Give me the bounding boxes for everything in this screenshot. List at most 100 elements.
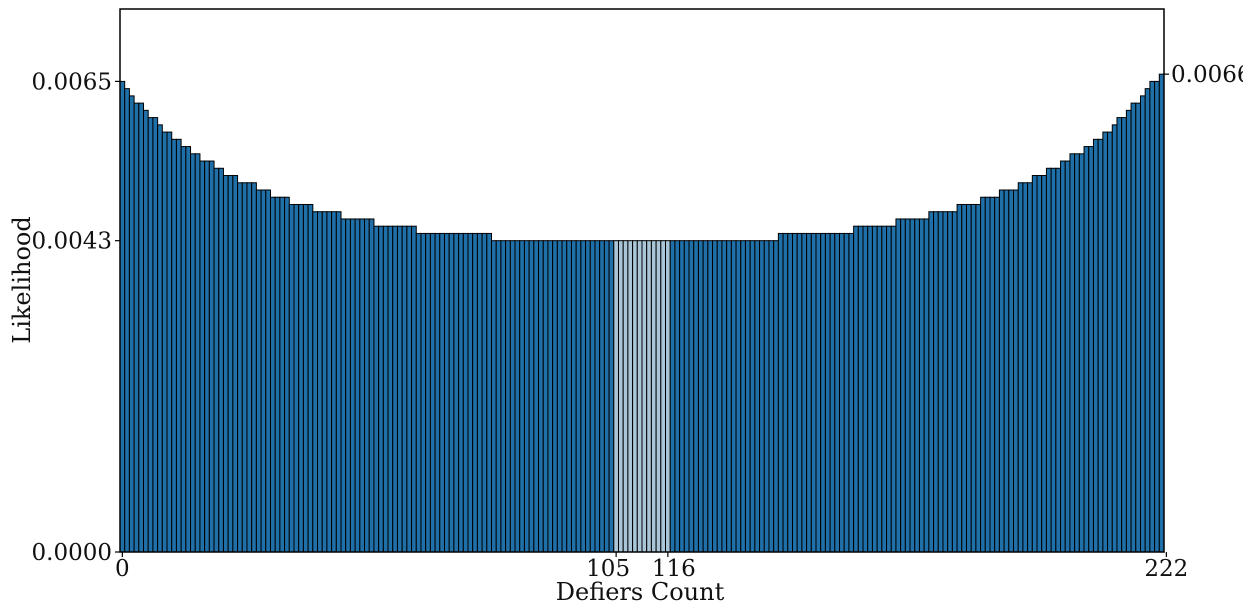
bar-84 [514, 240, 521, 553]
bar-157 [857, 225, 864, 553]
bar-60 [401, 225, 408, 553]
bar-88 [533, 240, 540, 553]
x-tick-label-0: 0 [115, 556, 130, 582]
bar-150 [824, 232, 831, 553]
bar-188 [1003, 189, 1010, 553]
bar-20 [213, 167, 220, 553]
bar-171 [923, 218, 930, 553]
bar-26 [241, 182, 248, 553]
bar-140 [777, 232, 784, 553]
bar-219 [1149, 80, 1156, 553]
bar-143 [791, 232, 798, 553]
bar-8 [157, 124, 163, 553]
bar-179 [961, 203, 967, 553]
bar-112 [646, 240, 652, 553]
bar-192 [1022, 182, 1029, 553]
bar-201 [1064, 160, 1071, 553]
x-axis-label: Defiers Count [556, 578, 725, 604]
bar-16 [194, 153, 201, 553]
bar-13 [180, 146, 187, 553]
bar-111 [641, 240, 648, 553]
bar-199 [1055, 167, 1062, 553]
bar-77 [481, 232, 488, 553]
bar-104 [608, 240, 615, 553]
bar-38 [298, 203, 304, 553]
bar-129 [726, 240, 732, 553]
bar-120 [683, 240, 690, 553]
bar-86 [523, 240, 530, 553]
bar-4 [138, 102, 145, 553]
bar-193 [1027, 182, 1033, 553]
bar-204 [1078, 153, 1085, 553]
bar-43 [321, 211, 328, 553]
bar-75 [472, 232, 478, 553]
bar-164 [890, 225, 897, 553]
bar-40 [307, 203, 314, 553]
bar-205 [1083, 146, 1090, 553]
bar-21 [218, 167, 224, 553]
bar-72 [458, 232, 464, 553]
bar-56 [382, 225, 389, 553]
bar-66 [429, 232, 436, 553]
bar-85 [519, 240, 525, 553]
bar-131 [735, 240, 742, 553]
bar-54 [373, 225, 380, 553]
bar-23 [227, 175, 234, 553]
bar-106 [617, 240, 624, 553]
bar-139 [773, 240, 779, 553]
bar-81 [500, 240, 507, 553]
bar-126 [712, 240, 718, 553]
bar-89 [538, 240, 544, 553]
bar-214 [1125, 109, 1132, 553]
bar-11 [171, 138, 177, 553]
bar-92 [552, 240, 558, 553]
bar-48 [345, 218, 351, 553]
bar-114 [655, 240, 662, 553]
bar-14 [185, 146, 192, 553]
y-tick-label-0.0000: 0.0000 [32, 540, 112, 566]
bar-22 [222, 175, 229, 553]
bar-58 [392, 225, 398, 553]
bar-39 [302, 203, 309, 553]
bar-145 [801, 232, 808, 553]
bar-28 [251, 182, 257, 553]
bar-124 [702, 240, 709, 553]
bar-195 [1036, 175, 1043, 553]
bar-117 [669, 240, 676, 553]
bar-78 [486, 232, 493, 553]
bar-49 [349, 218, 356, 553]
bar-215 [1130, 102, 1137, 553]
y-tick-label-0.0065: 0.0065 [32, 69, 112, 95]
bar-70 [448, 232, 455, 553]
bar-34 [279, 196, 286, 553]
bar-113 [650, 240, 657, 553]
bar-169 [914, 218, 920, 553]
bar-206 [1088, 146, 1094, 553]
bar-80 [495, 240, 502, 553]
bar-101 [594, 240, 601, 553]
bar-191 [1017, 182, 1024, 553]
bar-181 [970, 203, 977, 553]
bar-161 [876, 225, 883, 553]
bar-184 [984, 196, 991, 553]
bar-183 [980, 196, 986, 553]
bar-203 [1074, 153, 1080, 553]
bar-194 [1031, 175, 1038, 553]
bar-158 [862, 225, 869, 553]
bar-197 [1045, 167, 1052, 553]
bar-74 [467, 232, 474, 553]
bar-155 [848, 232, 855, 553]
bar-69 [443, 232, 450, 553]
bar-82 [505, 240, 511, 553]
bar-170 [918, 218, 925, 553]
bar-147 [810, 232, 817, 553]
bar-83 [509, 240, 516, 553]
x-ticks-group: 0 105 116 222 [115, 552, 1188, 582]
bar-15 [190, 153, 196, 553]
bar-122 [693, 240, 699, 553]
bar-96 [570, 240, 577, 553]
bar-100 [589, 240, 596, 553]
bar-9 [161, 131, 168, 553]
y-tick-label-0.0043: 0.0043 [32, 229, 112, 255]
